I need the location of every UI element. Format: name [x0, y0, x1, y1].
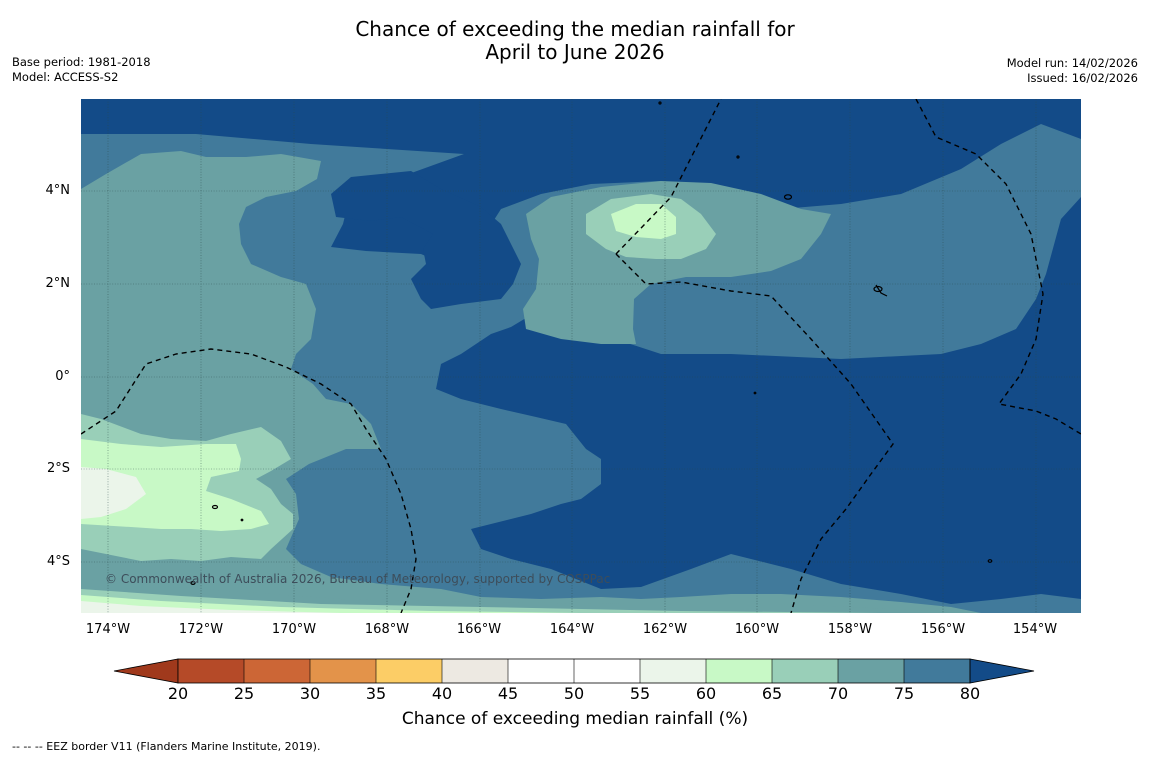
meta-left: Base period: 1981-2018 Model: ACCESS-S2: [12, 55, 151, 85]
island-7: [736, 155, 740, 159]
island-2: [873, 285, 883, 293]
model-name: Model: ACCESS-S2: [12, 70, 119, 84]
colorbar-bin-20-25: [178, 659, 244, 683]
colorbar-bin-75-80: [904, 659, 970, 683]
islands: [190, 101, 993, 586]
island-3: [875, 284, 888, 297]
title-line-2: April to June 2026: [485, 40, 665, 64]
island-5: [190, 581, 196, 586]
colorbar-bin-60-65: [706, 659, 772, 683]
colorbar-high-extension: [969, 658, 1035, 684]
colorbar-tick-60: 60: [695, 684, 717, 703]
lat-label-2s: 2°S: [46, 461, 70, 476]
colorbar-tick-20: 20: [167, 684, 189, 703]
colorbar-bin-40-45: [442, 659, 508, 683]
lat-label-4s: 4°S: [46, 554, 70, 569]
band-55: [81, 467, 146, 519]
colorbar-bin-45-50: [508, 659, 574, 683]
colorbar-tick-35: 35: [365, 684, 387, 703]
lat-label-2n: 2°N: [45, 276, 71, 291]
island-1: [783, 194, 793, 200]
colorbar-bin-25-30: [244, 659, 310, 683]
band-70: [81, 151, 981, 613]
island-8: [658, 101, 662, 105]
colorbar-tick-45: 45: [497, 684, 519, 703]
colorbar-tick-70: 70: [827, 684, 849, 703]
lon-label-174w: 174°W: [85, 622, 131, 637]
band-55-southern-edge: [81, 601, 341, 613]
colorbar-tick-55: 55: [629, 684, 651, 703]
eez-border-central: [615, 253, 894, 613]
band-60-southern-edge: [81, 595, 581, 613]
colorbar-bin-35-40: [376, 659, 442, 683]
base-period: Base period: 1981-2018: [12, 55, 151, 69]
colorbar-tick-40: 40: [431, 684, 453, 703]
colorbar-tick-80: 80: [959, 684, 981, 703]
lon-label-158w: 158°W: [827, 622, 873, 637]
lon-label-172w: 172°W: [178, 622, 224, 637]
lon-label-162w: 162°W: [642, 622, 688, 637]
lon-label-154w: 154°W: [1012, 622, 1058, 637]
colorbar-bin-30-35: [310, 659, 376, 683]
lat-label-4n: 4°N: [45, 183, 71, 198]
colorbar-title: Chance of exceeding median rainfall (%): [401, 709, 749, 729]
colorbar-bin-50-55: [574, 659, 640, 683]
lon-label-160w: 160°W: [734, 622, 780, 637]
model-run: Model run: 14/02/2026: [1006, 56, 1138, 70]
lat-label-equator: 0°: [55, 369, 70, 384]
lon-label-156w: 156°W: [920, 622, 966, 637]
band-60-blob: [611, 204, 676, 239]
band-80-inner: [331, 171, 521, 309]
colorbar-tick-30: 30: [299, 684, 321, 703]
island-4: [211, 504, 219, 510]
issued-date: Issued: 16/02/2026: [1027, 71, 1138, 85]
eez-footnote: -- -- -- EEZ border V11 (Flanders Marine…: [12, 740, 321, 753]
colorbar: [113, 658, 1035, 684]
colorbar-tick-25: 25: [233, 684, 255, 703]
colorbar-tick-75: 75: [893, 684, 915, 703]
colorbar-low-extension: [113, 658, 179, 684]
colorbar-dividers: [243, 659, 905, 683]
eez-border-east: [915, 99, 1081, 435]
copyright-notice: © Commonwealth of Australia 2026, Bureau…: [105, 572, 611, 586]
band-75: [81, 124, 1081, 613]
title-line-1: Chance of exceeding the median rainfall …: [355, 17, 795, 41]
lon-label-168w: 168°W: [364, 622, 410, 637]
lon-label-164w: 164°W: [549, 622, 595, 637]
eez-borders: [81, 99, 1081, 613]
eez-border-west: [81, 348, 417, 613]
island-6: [987, 559, 993, 563]
map-area[interactable]: © Commonwealth of Australia 2026, Bureau…: [81, 99, 1081, 613]
meta-right: Model run: 14/02/2026 Issued: 16/02/2026: [1007, 56, 1138, 86]
island-9: [753, 391, 757, 395]
colorbar-tick-65: 65: [761, 684, 783, 703]
island-10: [240, 518, 244, 522]
map-title: Chance of exceeding the median rainfall …: [0, 18, 1150, 64]
rainfall-map: [81, 99, 1081, 613]
colorbar-bin-70-75: [838, 659, 904, 683]
graticule: [81, 99, 1081, 613]
colorbar-bin-55-60: [640, 659, 706, 683]
lon-label-170w: 170°W: [271, 622, 317, 637]
colorbar-tick-50: 50: [563, 684, 585, 703]
lon-label-166w: 166°W: [456, 622, 502, 637]
band-60: [81, 439, 269, 531]
colorbar-bin-65-70: [772, 659, 838, 683]
